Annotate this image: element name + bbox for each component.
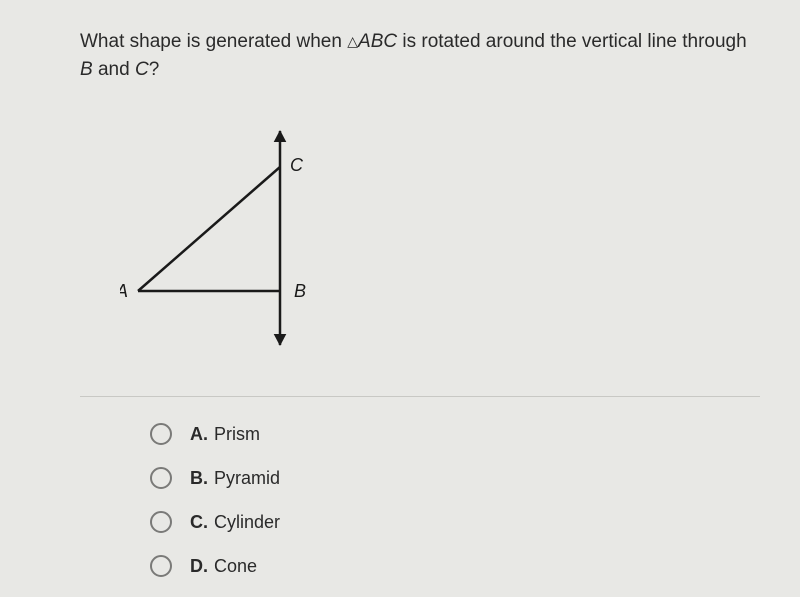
option-row[interactable]: B. Pyramid [150, 467, 760, 489]
option-row[interactable]: A. Prism [150, 423, 760, 445]
var-c: C [135, 59, 149, 80]
svg-text:C: C [290, 155, 304, 175]
option-text: Cylinder [214, 512, 280, 533]
question-text: What shape is generated when △ABC is rot… [80, 28, 760, 83]
divider [80, 396, 760, 397]
option-letter: B. [190, 468, 208, 489]
option-text: Cone [214, 556, 257, 577]
option-text: Pyramid [214, 468, 280, 489]
option-letter: D. [190, 556, 208, 577]
radio-button[interactable] [150, 555, 172, 577]
radio-button[interactable] [150, 511, 172, 533]
triangle-symbol: △ [347, 33, 358, 49]
svg-text:A: A [120, 281, 128, 301]
triangle-label: ABC [358, 31, 397, 52]
option-text: Prism [214, 424, 260, 445]
option-letter: C. [190, 512, 208, 533]
radio-button[interactable] [150, 423, 172, 445]
q-and: and [93, 59, 135, 80]
option-row[interactable]: D. Cone [150, 555, 760, 577]
option-letter: A. [190, 424, 208, 445]
q-mid: is rotated around the vertical line thro… [397, 31, 747, 52]
q-suffix: ? [149, 59, 160, 80]
option-row[interactable]: C. Cylinder [150, 511, 760, 533]
var-b: B [80, 59, 93, 80]
radio-button[interactable] [150, 467, 172, 489]
triangle-diagram: A B C [120, 123, 340, 353]
q-prefix: What shape is generated when [80, 31, 347, 52]
options-list: A. Prism B. Pyramid C. Cylinder D. Cone [80, 423, 760, 577]
svg-text:B: B [294, 281, 306, 301]
